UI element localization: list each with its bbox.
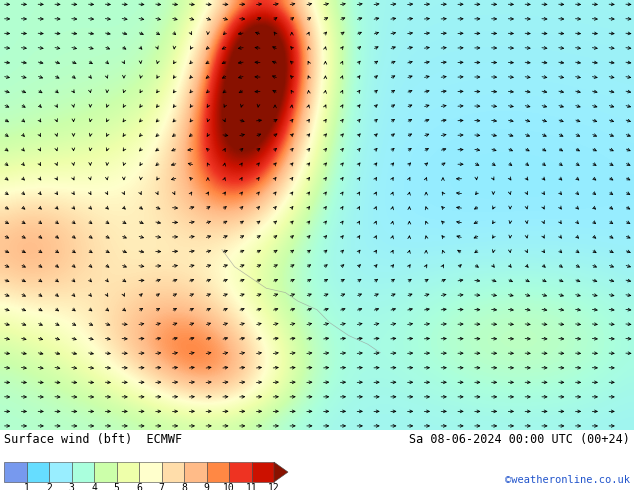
Text: Surface wind (bft)  ECMWF: Surface wind (bft) ECMWF xyxy=(4,433,182,446)
Text: 8: 8 xyxy=(181,483,187,490)
Bar xyxy=(229,462,252,482)
Text: 4: 4 xyxy=(91,483,97,490)
Text: 2: 2 xyxy=(46,483,52,490)
Bar xyxy=(94,462,117,482)
Text: 5: 5 xyxy=(113,483,119,490)
Bar xyxy=(49,462,72,482)
Bar xyxy=(27,462,49,482)
Bar xyxy=(139,462,162,482)
Text: 7: 7 xyxy=(158,483,164,490)
Bar xyxy=(207,462,229,482)
Text: 9: 9 xyxy=(204,483,209,490)
Text: 12: 12 xyxy=(268,483,280,490)
Text: 11: 11 xyxy=(245,483,257,490)
Text: Sa 08-06-2024 00:00 UTC (00+24): Sa 08-06-2024 00:00 UTC (00+24) xyxy=(409,433,630,446)
Bar xyxy=(4,462,27,482)
Bar xyxy=(252,462,274,482)
Text: ©weatheronline.co.uk: ©weatheronline.co.uk xyxy=(505,475,630,485)
Text: 1: 1 xyxy=(23,483,29,490)
Text: 3: 3 xyxy=(68,483,74,490)
Bar xyxy=(184,462,207,482)
Text: 6: 6 xyxy=(136,483,142,490)
Bar xyxy=(117,462,139,482)
Bar xyxy=(162,462,184,482)
Bar xyxy=(72,462,94,482)
Polygon shape xyxy=(274,462,288,482)
Text: 10: 10 xyxy=(223,483,235,490)
